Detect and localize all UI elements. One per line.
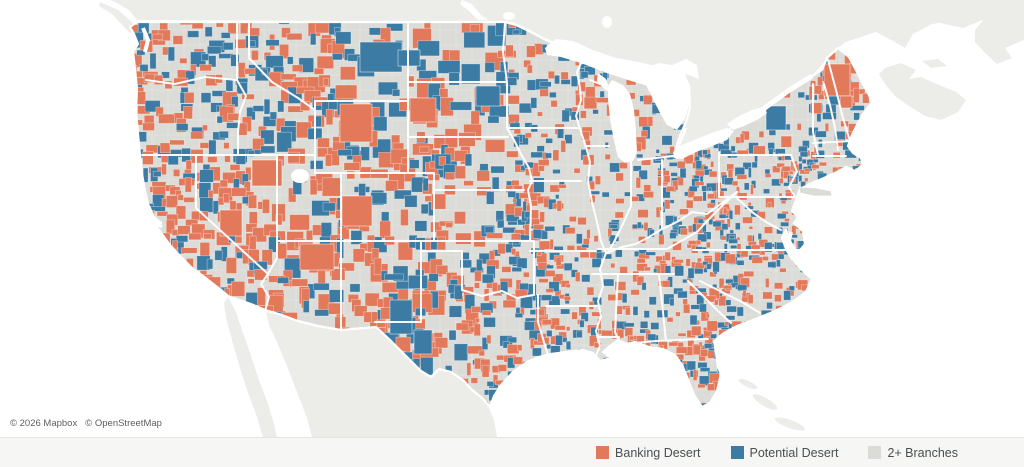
legend-label: 2+ Branches — [887, 445, 958, 460]
legend-item-2plus-branches[interactable]: 2+ Branches — [868, 446, 958, 460]
bahamas — [738, 378, 758, 390]
legend-label: Banking Desert — [615, 445, 701, 460]
legend-item-banking-desert[interactable]: Banking Desert — [596, 445, 701, 460]
east-sd-blue — [475, 85, 501, 107]
nova-scotia — [879, 63, 966, 120]
central-sd-orange — [409, 97, 437, 123]
maine-south-orange — [839, 95, 853, 109]
west-texas-blue-2 — [413, 329, 433, 355]
sierra-orange — [219, 209, 243, 237]
2plus-branches-swatch-icon — [868, 446, 882, 459]
legend-bar: Banking Desert Potential Desert 2+ Branc… — [0, 437, 1024, 467]
delaware-bay — [795, 212, 806, 223]
north-arizona-orange — [299, 243, 335, 271]
great-salt-lake — [291, 169, 309, 183]
canada-landmass — [99, 0, 1024, 152]
st-lawrence-river — [760, 73, 814, 113]
west-texas-blue-1 — [389, 299, 413, 335]
green-bay — [597, 73, 611, 93]
baja-peninsula — [224, 297, 277, 437]
legend-item-potential-desert[interactable]: Potential Desert — [730, 445, 839, 460]
lake-huron — [644, 59, 699, 130]
map-canvas[interactable]: © 2026 Mapbox © OpenStreetMap — [0, 0, 1024, 437]
lake-michigan — [608, 80, 637, 163]
us-banking-desert-map[interactable] — [0, 0, 1024, 437]
mapbox-attribution-link[interactable]: © 2026 Mapbox — [10, 418, 78, 429]
banking-desert-swatch-icon — [596, 446, 610, 459]
sf-bay — [154, 220, 163, 229]
sw-colorado-orange — [341, 195, 373, 227]
lake-erie — [673, 128, 734, 159]
mexico-landmass — [224, 297, 806, 437]
osm-attribution-link[interactable]: © OpenStreetMap — [85, 418, 162, 429]
puget-sound — [141, 27, 151, 53]
legend-label: Potential Desert — [749, 445, 839, 460]
adirondacks-blue — [765, 105, 787, 131]
map-attribution: © 2026 Mapbox © OpenStreetMap — [4, 416, 176, 432]
wyoming-sd-orange — [339, 103, 373, 143]
long-island — [798, 186, 833, 197]
newfoundland — [975, 5, 1024, 64]
great-lakes — [141, 27, 814, 260]
potential-desert-swatch-icon — [730, 446, 744, 459]
central-montana-blue — [359, 41, 403, 73]
lake-ontario — [727, 107, 767, 130]
chesapeake-bay — [784, 231, 795, 260]
state-borders — [141, 22, 853, 359]
lake-winnipeg — [460, 0, 488, 20]
lake-superior — [545, 39, 666, 86]
